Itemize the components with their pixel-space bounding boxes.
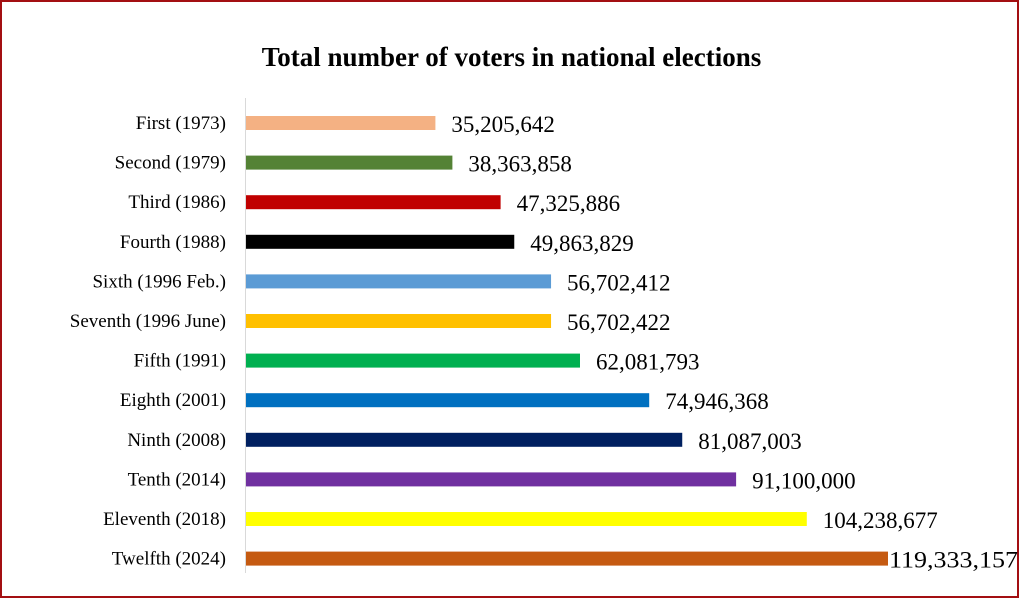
category-label: Tenth (2014) xyxy=(128,469,226,490)
category-label: First (1973) xyxy=(136,113,226,134)
category-label: Sixth (1996 Feb.) xyxy=(92,271,226,292)
data-label: 74,946,368 xyxy=(665,389,769,414)
data-label: 56,702,412 xyxy=(567,270,671,295)
bar xyxy=(246,393,650,408)
bar xyxy=(246,551,888,566)
bar xyxy=(246,195,501,210)
chart-title: Total number of voters in national elect… xyxy=(261,42,762,72)
category-label: Fourth (1988) xyxy=(120,232,226,253)
category-label: Third (1986) xyxy=(128,192,226,213)
data-label: 104,238,677 xyxy=(823,508,938,533)
data-label: 35,205,642 xyxy=(451,112,555,137)
category-label: Eleventh (2018) xyxy=(103,509,226,530)
bar xyxy=(246,314,552,328)
bar xyxy=(246,155,453,170)
data-label: 62,081,793 xyxy=(596,350,700,375)
bar xyxy=(246,234,515,249)
data-label: 81,087,003 xyxy=(698,429,802,454)
category-label: Eighth (2001) xyxy=(120,390,226,411)
bar xyxy=(246,353,580,368)
category-label: Seventh (1996 June) xyxy=(70,311,226,332)
category-label: Fifth (1991) xyxy=(134,351,226,372)
category-label: Twelfth (2024) xyxy=(112,549,226,570)
bar xyxy=(246,472,737,487)
data-label: 38,363,858 xyxy=(468,152,571,177)
bars-group: First (1973) 35,205,642 Second (1979) 38,36… xyxy=(70,112,1018,573)
data-label: 47,325,886 xyxy=(517,191,621,216)
data-label: 49,863,829 xyxy=(530,231,634,256)
bar xyxy=(246,116,436,130)
bar xyxy=(246,274,552,289)
data-label: 56,702,422 xyxy=(567,310,671,335)
data-label: 119,333,157 xyxy=(889,548,1018,573)
category-label: Ninth (2008) xyxy=(127,430,226,451)
bar xyxy=(246,432,683,447)
category-label: Second (1979) xyxy=(115,153,226,174)
data-label: 91,100,000 xyxy=(752,468,856,493)
bar xyxy=(246,512,807,526)
